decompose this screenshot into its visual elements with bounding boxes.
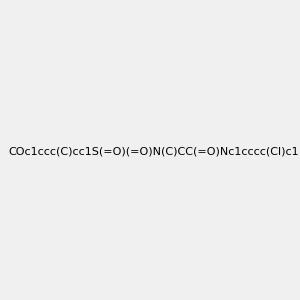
Text: COc1ccc(C)cc1S(=O)(=O)N(C)CC(=O)Nc1cccc(Cl)c1: COc1ccc(C)cc1S(=O)(=O)N(C)CC(=O)Nc1cccc(…: [8, 146, 299, 157]
